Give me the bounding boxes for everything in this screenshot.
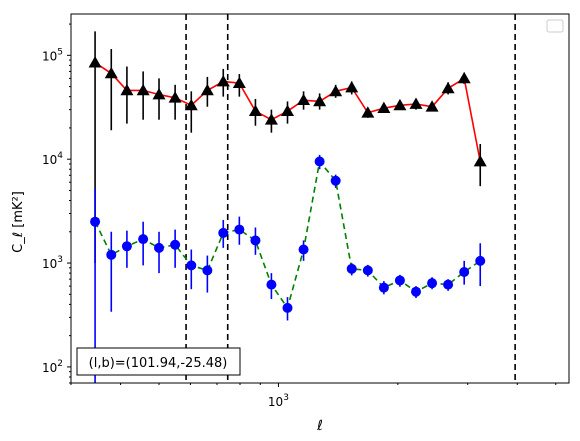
legend-box bbox=[546, 19, 564, 33]
point-s2-4 bbox=[138, 234, 149, 245]
point-s2-1 bbox=[90, 216, 101, 227]
annotation-box: (l,b)=(101.94,-25.48) bbox=[76, 347, 241, 376]
y-tick-label-3: 104 bbox=[42, 151, 63, 167]
point-s2-17 bbox=[346, 263, 357, 274]
point-s1-16 bbox=[329, 84, 343, 97]
point-s2-20 bbox=[394, 275, 405, 286]
point-s2-5 bbox=[154, 242, 165, 253]
point-s1-6 bbox=[168, 91, 182, 103]
point-s2-3 bbox=[121, 241, 132, 252]
point-s2-11 bbox=[250, 235, 261, 246]
point-s1-2 bbox=[104, 66, 118, 79]
point-s2-15 bbox=[314, 156, 325, 167]
point-s1-1 bbox=[88, 56, 102, 68]
point-s1-9 bbox=[216, 74, 230, 87]
point-s1-8 bbox=[200, 83, 214, 96]
y-tick-label-2: 103 bbox=[42, 255, 63, 271]
point-s2-24 bbox=[459, 267, 470, 278]
point-s2-13 bbox=[282, 302, 293, 313]
point-s2-2 bbox=[106, 249, 117, 260]
point-s2-14 bbox=[298, 244, 309, 255]
annotation-text: (l,b)=(101.94,-25.48) bbox=[89, 356, 228, 371]
y-tick-label-4: 105 bbox=[42, 47, 63, 63]
point-s2-8 bbox=[202, 265, 213, 276]
point-s2-19 bbox=[378, 282, 389, 293]
point-s1-20 bbox=[393, 98, 407, 111]
point-s1-5 bbox=[152, 87, 166, 100]
point-s2-23 bbox=[443, 279, 454, 290]
point-s1-19 bbox=[377, 101, 391, 114]
y-axis-label: C_ℓ [mK²] bbox=[11, 191, 26, 253]
point-s2-22 bbox=[427, 278, 438, 289]
point-s1-4 bbox=[136, 83, 150, 96]
point-s1-24 bbox=[457, 71, 471, 84]
x-tick-label-1: 103 bbox=[268, 393, 289, 409]
plot-area-frame bbox=[70, 13, 570, 384]
point-s1-10 bbox=[232, 76, 246, 88]
point-s2-25 bbox=[475, 255, 486, 266]
point-s2-10 bbox=[234, 224, 245, 235]
point-s2-7 bbox=[186, 260, 197, 271]
point-s2-16 bbox=[330, 175, 341, 186]
point-s2-12 bbox=[266, 279, 277, 290]
point-s1-11 bbox=[248, 104, 262, 117]
point-s1-12 bbox=[264, 113, 278, 125]
point-s1-15 bbox=[313, 94, 327, 107]
point-s1-14 bbox=[297, 93, 311, 106]
point-s1-17 bbox=[345, 81, 359, 93]
series-line-2 bbox=[94, 159, 481, 310]
point-s1-13 bbox=[281, 104, 295, 117]
point-s1-23 bbox=[441, 81, 455, 94]
series-1 bbox=[88, 31, 487, 264]
point-s1-3 bbox=[120, 83, 134, 96]
x-axis-label: ℓ bbox=[316, 418, 323, 434]
point-s1-25 bbox=[473, 155, 487, 167]
point-s1-18 bbox=[361, 106, 375, 118]
point-s2-18 bbox=[362, 265, 373, 276]
point-s1-21 bbox=[409, 97, 423, 109]
point-s2-21 bbox=[411, 286, 422, 297]
series-2 bbox=[90, 154, 486, 383]
point-s2-9 bbox=[218, 227, 229, 238]
y-tick-label-1: 102 bbox=[42, 359, 63, 375]
point-s2-6 bbox=[170, 239, 181, 250]
point-s1-7 bbox=[184, 98, 198, 111]
point-s1-22 bbox=[425, 100, 439, 112]
